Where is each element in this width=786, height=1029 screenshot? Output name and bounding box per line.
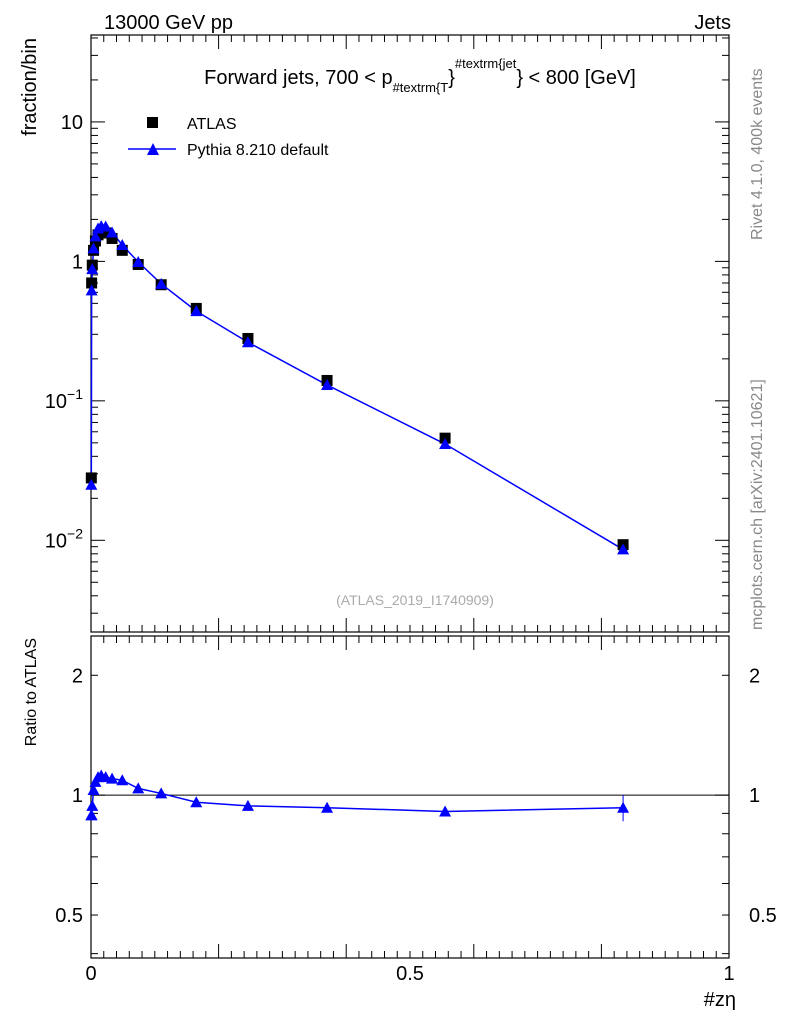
data-point-atlas	[106, 232, 118, 244]
data-point-atlas	[85, 472, 97, 484]
data-point-pythia	[85, 284, 98, 296]
legend: ATLAS Pythia 8.210 default	[128, 116, 329, 159]
data-point-pythia	[86, 263, 99, 275]
main-panel: 10 1 10−1 10−2	[45, 34, 730, 633]
ratio-point-pythia	[132, 782, 145, 794]
data-point-pythia	[617, 543, 630, 555]
series-line-pythia	[90, 225, 624, 551]
ratio-point-pythia	[86, 799, 99, 811]
data-point-pythia	[439, 438, 452, 450]
ratio-point-pythia	[87, 784, 100, 796]
y-tick-label: 1	[72, 251, 83, 273]
data-point-atlas	[100, 227, 112, 239]
legend-marker-atlas	[147, 117, 158, 128]
data-point-atlas	[116, 244, 128, 256]
y-axis-label-ratio: Ratio to ATLAS	[23, 638, 40, 746]
x-tick-label: 0	[85, 963, 96, 985]
ratio-point-pythia	[241, 799, 254, 811]
legend-label-atlas: ATLAS	[187, 116, 237, 133]
mcplots-label: mcplots.cern.ch [arXiv:2401.10621]	[749, 379, 766, 630]
data-point-pythia	[321, 378, 334, 390]
data-point-pythia	[132, 255, 145, 267]
ratio-panel: 2 2 1 1 0.5 0.5 0 0.5 1	[55, 635, 777, 985]
header-right: Jets	[694, 12, 731, 34]
data-point-pythia	[190, 305, 203, 317]
analysis-id: (ATLAS_2019_I1740909)	[336, 592, 494, 608]
x-axis-label: #zη	[704, 989, 736, 1011]
y-tick-label-right: 1	[749, 785, 760, 807]
title: Forward jets, 700 < p#textrm{T}#textrm{j…	[204, 56, 636, 95]
legend-label-mc: Pythia 8.210 default	[187, 142, 329, 159]
data-point-atlas	[86, 277, 98, 289]
rivet-label: Rivet 4.1.0, 400k events	[749, 68, 766, 240]
y-tick-label: 10	[61, 112, 83, 134]
y-tick-label: 1	[72, 785, 83, 807]
data-point-pythia	[99, 220, 112, 232]
x-tick-label: 1	[723, 963, 734, 985]
x-tick-label: 0.5	[396, 963, 424, 985]
data-point-pythia	[85, 478, 98, 490]
ratio-point-pythia	[617, 801, 630, 813]
y-tick-label-right: 0.5	[749, 905, 777, 927]
ratio-point-pythia	[116, 774, 129, 786]
ratio-point-pythia	[106, 772, 119, 784]
y-tick-label: 2	[72, 665, 83, 687]
header-left: 13000 GeV pp	[104, 12, 233, 34]
plot-frame	[90, 635, 730, 959]
y-tick-label: 10−2	[45, 525, 83, 552]
data-point-pythia	[155, 277, 168, 289]
y-axis-label-main: fraction/bin	[19, 38, 41, 136]
ratio-point-pythia	[439, 805, 452, 817]
data-point-pythia	[241, 336, 254, 348]
data-point-pythia	[89, 230, 102, 242]
ratio-point-pythia	[155, 787, 168, 799]
data-point-pythia	[106, 226, 119, 238]
data-point-pythia	[87, 242, 100, 254]
ratio-point-pythia	[85, 809, 98, 821]
y-tick-label-right: 2	[749, 665, 760, 687]
y-tick-label: 0.5	[55, 905, 83, 927]
ratio-point-pythia	[321, 801, 334, 813]
ratio-point-pythia	[190, 796, 203, 808]
legend-marker-mc	[147, 143, 159, 155]
y-tick-label: 10−1	[45, 386, 83, 413]
data-point-pythia	[116, 239, 129, 251]
